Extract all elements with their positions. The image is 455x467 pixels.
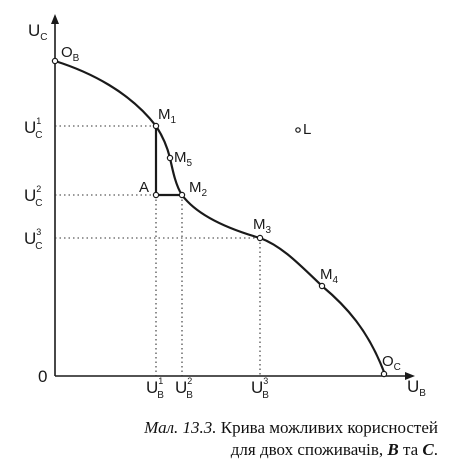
point-l: [295, 127, 301, 133]
point-oc: [380, 370, 388, 378]
point-m5: [166, 154, 174, 162]
label-m5: M5: [174, 149, 193, 169]
point-m1: [152, 122, 160, 130]
caption-line-1: Мал. 13.3. Крива можливих корисностей: [143, 418, 438, 437]
xtick-ub1: U1 B: [146, 376, 164, 401]
point-m2: [178, 191, 186, 199]
y-axis-title: UC: [28, 21, 48, 43]
point-ob: [51, 57, 59, 65]
xtick-ub3: U3 B: [251, 376, 269, 401]
label-a: A: [139, 179, 149, 196]
ytick-uc2: U2 C: [24, 184, 43, 209]
point-a: [152, 191, 160, 199]
origin-label: 0: [38, 367, 47, 386]
caption-line-2: для двох споживачів, B та C.: [231, 440, 438, 459]
xtick-ub2: U2 B: [175, 376, 193, 401]
label-oc: OC: [382, 353, 401, 373]
label-l: L: [303, 121, 311, 138]
label-m2: M2: [189, 179, 208, 199]
x-axis-arrow: [405, 372, 415, 380]
x-axis-title: UB: [407, 377, 426, 399]
ytick-uc3: U3 C: [24, 227, 43, 252]
label-m4: M4: [320, 266, 339, 286]
ytick-uc1: U1 C: [24, 116, 43, 141]
label-ob: OB: [61, 44, 80, 64]
label-m3: M3: [253, 216, 272, 236]
point-m4: [318, 282, 326, 290]
point-m3: [256, 234, 264, 242]
utility-possibility-curve: [54, 59, 386, 373]
label-m1: M1: [158, 106, 177, 126]
y-axis-arrow: [51, 14, 59, 24]
